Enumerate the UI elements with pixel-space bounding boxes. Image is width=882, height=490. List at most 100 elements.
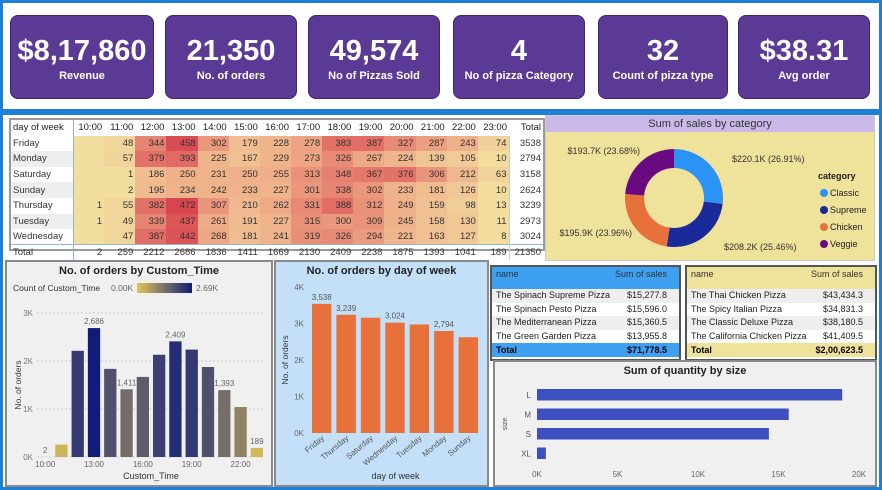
top-pizzas-table[interactable]: name Sum of sales The Thai Chicken Pizza $4…: [685, 265, 877, 361]
column-header[interactable]: 11:00: [110, 122, 134, 134]
legend-marker: [820, 189, 828, 197]
kpi-card: $8,17,860 Revenue: [10, 15, 154, 99]
cell: 233: [384, 182, 416, 198]
x-tick: 13:00: [84, 460, 105, 469]
y-tick: 2K: [294, 356, 304, 365]
pizza-name: The Green Garden Pizza: [496, 330, 597, 341]
cell: 98: [446, 197, 478, 214]
cell: 229: [259, 151, 291, 167]
cell: 228: [259, 135, 291, 152]
x-tick: 16:00: [133, 460, 154, 469]
column-header[interactable]: 22:00: [452, 122, 476, 134]
column-header[interactable]: 19:00: [358, 122, 383, 134]
column-header[interactable]: 12:00: [140, 122, 165, 134]
cell: 393: [166, 151, 198, 167]
x-tick: 10K: [691, 470, 706, 479]
cell: 278: [290, 135, 323, 152]
y-tick: L: [527, 391, 532, 400]
table-header[interactable]: name Sum of sales: [492, 267, 679, 289]
cell: 302: [197, 135, 229, 152]
cell: Monday: [11, 151, 74, 167]
x-tick: Thursday: [319, 434, 350, 462]
column-header[interactable]: 23:00: [483, 122, 507, 134]
table-row: The Classic Deluxe Pizza $38,180.5: [687, 316, 875, 330]
column-header[interactable]: name: [496, 269, 519, 279]
column-header[interactable]: 15:00: [234, 122, 258, 134]
data-label: 1,411: [117, 378, 137, 387]
cell: 227: [259, 182, 291, 198]
column-header[interactable]: 21:00: [420, 122, 445, 134]
cell: 2973: [508, 213, 543, 230]
kpi-value: 21,350: [186, 35, 276, 67]
bar-M: [537, 408, 789, 420]
column-header[interactable]: 17:00: [296, 122, 321, 134]
bar-saturday: [360, 317, 381, 433]
cell: 3239: [508, 197, 543, 214]
kpi-value: 49,574: [329, 35, 419, 67]
legend-marker: [820, 206, 828, 214]
legend-marker: [820, 223, 828, 231]
kpi-value: 32: [646, 35, 680, 67]
column-header[interactable]: Total: [520, 122, 541, 134]
total-cell: 2: [73, 244, 105, 261]
cell: 382: [135, 197, 167, 214]
total-cell: 2212: [135, 244, 167, 261]
cell: 2: [104, 182, 136, 198]
column-header[interactable]: 18:00: [327, 122, 352, 134]
y-tick: 0K: [294, 429, 304, 438]
cell: 315: [290, 213, 323, 230]
bar-16:00: [136, 376, 149, 457]
column-header[interactable]: day of week: [11, 120, 74, 136]
cell: Friday: [11, 135, 74, 152]
table-header[interactable]: name Sum of sales: [687, 267, 875, 289]
cell: 181: [415, 182, 447, 198]
column-header[interactable]: 14:00: [202, 122, 227, 134]
cell: 287: [415, 135, 447, 152]
data-label: $193.7K (23.68%): [567, 146, 640, 156]
kpi-card: 4 No of pizza Category: [453, 15, 585, 99]
cell: 376: [384, 166, 416, 183]
cell: 191: [228, 213, 260, 230]
cell: [73, 229, 105, 245]
bottom-pizzas-table[interactable]: name Sum of sales The Spinach Supreme Pizz…: [490, 265, 681, 361]
column-header[interactable]: 16:00: [265, 122, 289, 134]
divider: [3, 109, 879, 115]
x-tick: 5K: [613, 470, 623, 479]
column-header[interactable]: 13:00: [171, 122, 196, 134]
bar-sunday: [458, 337, 478, 433]
total-cell: 2409: [322, 244, 354, 261]
cell: 186: [135, 166, 167, 183]
kpi-label: Revenue: [59, 70, 105, 82]
column-header[interactable]: name: [691, 269, 714, 279]
x-tick: 20K: [852, 470, 867, 479]
column-header[interactable]: Sum of sales: [614, 269, 667, 279]
table-row: The Spinach Pesto Pizza $15,596.0: [492, 303, 679, 317]
column-header[interactable]: 20:00: [389, 122, 414, 134]
cell: 3024: [508, 229, 543, 245]
bar-11:00: [55, 444, 68, 457]
cell: 327: [384, 135, 416, 152]
cell: 10: [477, 151, 509, 167]
data-label: $208.2K (25.46%): [724, 242, 797, 252]
bar-15:00: [120, 389, 133, 457]
cell: 11: [477, 213, 509, 230]
cell: 179: [228, 135, 260, 152]
column-header[interactable]: Sum of sales: [810, 269, 863, 279]
legend-title: category: [818, 171, 856, 181]
x-tick: 10:00: [35, 460, 56, 469]
cell: 3538: [508, 135, 543, 152]
pizza-name: The Spinach Pesto Pizza: [496, 303, 597, 314]
chart-title: No. of orders by Custom_Time: [59, 265, 219, 277]
cell: 1: [104, 166, 136, 183]
cell: 2794: [508, 151, 543, 167]
table-row: The Spinach Supreme Pizza $15,277.8: [492, 289, 679, 303]
y-axis-label: No. of orders: [280, 335, 290, 384]
pizza-name: The Spicy Italian Pizza: [691, 303, 783, 314]
bar-17:00: [153, 354, 166, 457]
x-tick: Tuesday: [395, 434, 424, 460]
total-value: $71,778.5: [626, 345, 667, 355]
legend-item: Classic: [830, 188, 860, 198]
orders-by-day-chart: No. of orders by day of week 0K 1K 2K 3K 4K 3…: [274, 260, 489, 487]
column-header[interactable]: 10:00: [78, 122, 103, 134]
bar-monday: [434, 331, 454, 433]
